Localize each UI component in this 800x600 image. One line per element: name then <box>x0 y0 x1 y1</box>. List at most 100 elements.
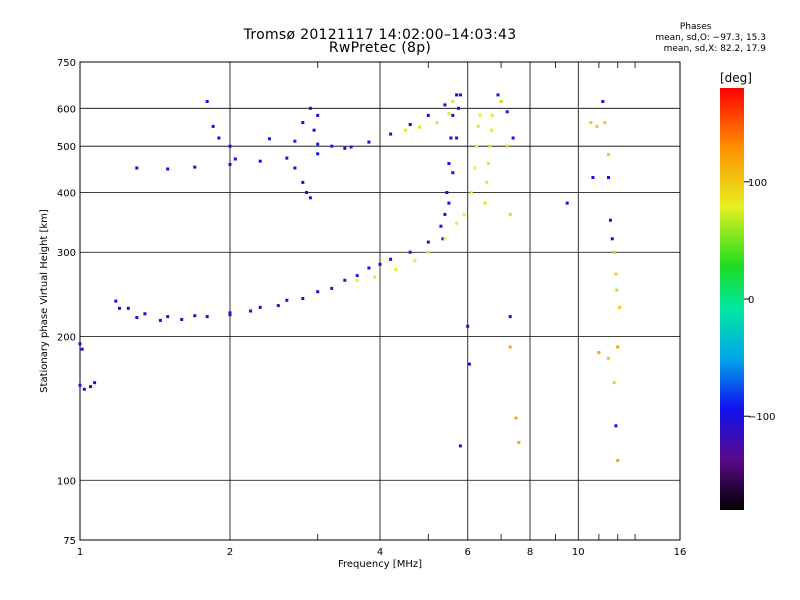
data-point <box>308 106 312 110</box>
data-point <box>343 278 347 282</box>
data-point <box>508 315 512 319</box>
data-point <box>93 381 97 385</box>
data-point <box>126 306 130 310</box>
axis-ticks: 1 2 4 6 8 10 16 75 100 200 300 400 500 600 750 <box>57 58 686 558</box>
data-point <box>205 100 209 103</box>
colorbar-tick-label: −100 <box>748 412 775 423</box>
y-axis-label: Stationary phase Virtual Height [km] <box>39 209 50 393</box>
data-point <box>469 191 473 194</box>
phase-stats-x: mean, sd,X: 82.2, 17.9 <box>663 44 766 54</box>
data-point <box>443 212 447 216</box>
data-point <box>601 100 605 103</box>
data-point <box>268 137 271 141</box>
data-point <box>378 262 382 266</box>
data-point <box>426 250 430 254</box>
data-point <box>455 93 459 97</box>
data-point <box>603 121 607 125</box>
data-point <box>316 113 320 117</box>
data-point <box>445 191 449 194</box>
data-point <box>610 237 614 241</box>
data-point <box>607 176 610 179</box>
data-point <box>614 272 618 276</box>
x-axis-label: Frequency [MHz] <box>338 559 422 570</box>
data-point <box>114 299 118 303</box>
data-point <box>486 162 490 165</box>
data-point <box>505 110 509 114</box>
phase-stats: Phases mean, sd,O: −97.3, 15.3 mean, sd,… <box>655 22 766 55</box>
colorbar-gradient <box>720 88 744 510</box>
data-point <box>158 318 162 322</box>
data-point <box>505 144 509 148</box>
data-point <box>589 121 593 125</box>
y-tick-label: 100 <box>57 476 76 487</box>
data-point <box>330 144 334 148</box>
x-tick-label: 8 <box>527 547 533 558</box>
data-point <box>455 221 459 225</box>
data-point <box>228 144 232 148</box>
data-point <box>305 191 309 194</box>
data-point <box>373 275 376 279</box>
data-point <box>447 162 451 165</box>
data-point <box>166 167 170 171</box>
y-tick-label: 75 <box>63 536 76 547</box>
data-point <box>517 440 521 444</box>
data-point <box>330 286 334 290</box>
grid-lines <box>80 62 680 540</box>
data-point <box>389 257 393 261</box>
data-point <box>485 180 489 184</box>
data-point <box>316 152 320 156</box>
data-point <box>496 93 500 97</box>
data-point <box>404 128 407 132</box>
data-point <box>595 124 599 128</box>
data-point <box>449 136 453 140</box>
data-point <box>285 156 289 160</box>
data-point <box>135 166 139 170</box>
chart-subtitle: RwPretec (8p) <box>328 40 432 56</box>
data-point <box>607 356 610 360</box>
data-point <box>367 266 371 270</box>
data-point <box>468 362 471 366</box>
data-point <box>166 315 170 319</box>
data-point <box>293 166 297 170</box>
data-point <box>473 166 477 170</box>
data-point <box>462 212 466 216</box>
data-point <box>367 140 371 144</box>
x-tick-label: 10 <box>572 547 585 558</box>
data-point <box>180 318 184 321</box>
data-point <box>82 387 86 391</box>
data-point <box>612 381 616 385</box>
data-point <box>616 345 620 349</box>
data-point <box>478 113 482 117</box>
y-tick-label: 600 <box>57 104 76 115</box>
data-point <box>233 157 237 161</box>
data-point <box>591 176 595 179</box>
data-point <box>394 268 398 271</box>
x-tick-label: 1 <box>77 547 83 558</box>
y-tick-label: 750 <box>57 58 76 69</box>
data-point <box>451 100 455 103</box>
data-points <box>78 93 621 462</box>
colorbar-tick-label: 100 <box>748 178 767 189</box>
data-point <box>413 259 417 263</box>
data-point <box>301 180 305 184</box>
data-point <box>408 123 412 126</box>
data-point <box>439 224 443 228</box>
data-point <box>443 237 447 241</box>
data-point <box>607 153 610 157</box>
colorbar-ticks: 100 0 −100 <box>744 178 775 423</box>
data-point <box>488 144 492 148</box>
data-point <box>458 93 462 97</box>
data-point <box>349 145 353 149</box>
data-point <box>228 311 232 315</box>
y-tick-label: 200 <box>57 332 76 343</box>
data-point <box>193 314 197 318</box>
data-point <box>355 274 359 278</box>
data-point <box>228 162 232 166</box>
data-point <box>143 312 147 316</box>
data-point <box>118 306 121 310</box>
data-point <box>293 139 297 143</box>
data-point <box>316 142 320 146</box>
data-point <box>276 304 280 308</box>
data-point <box>514 416 518 420</box>
